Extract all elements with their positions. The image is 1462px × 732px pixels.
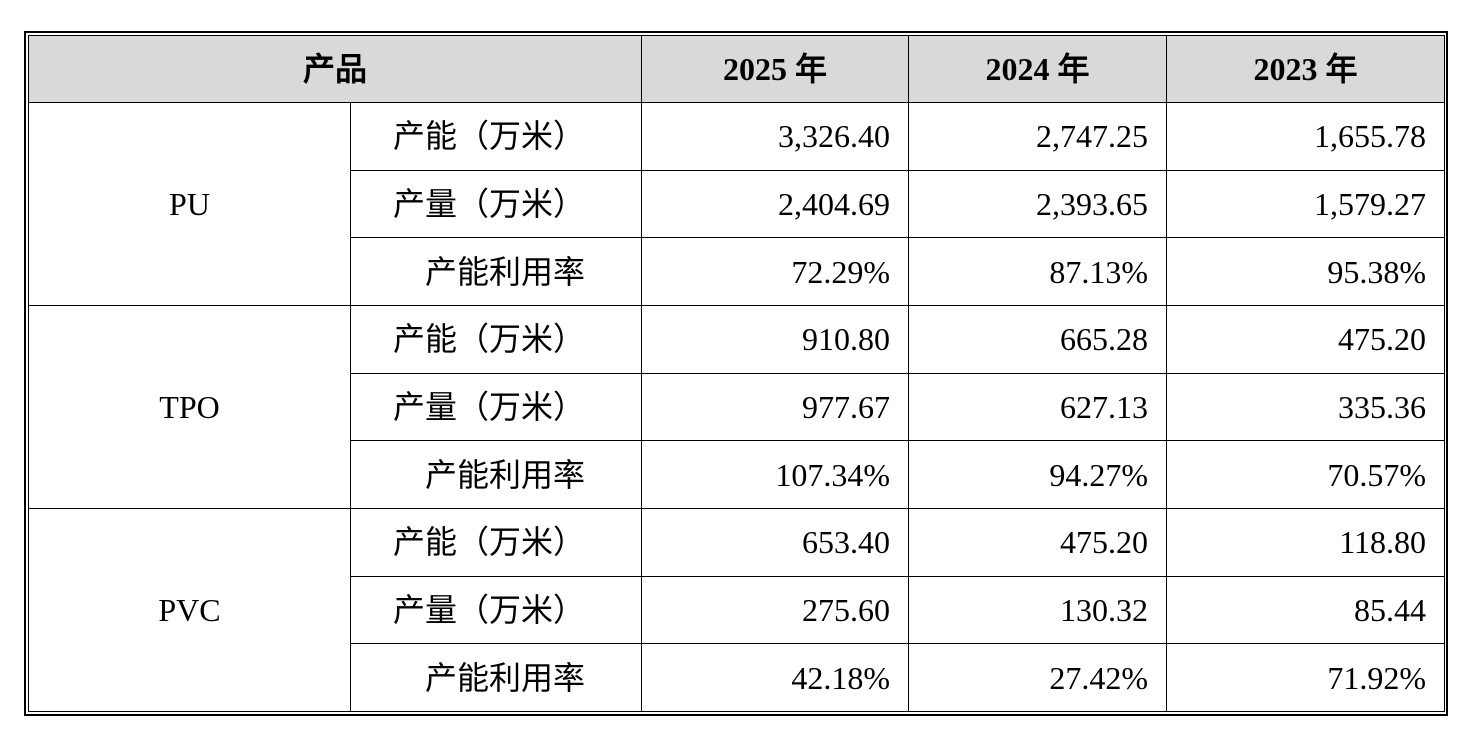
value-cell: 94.27% [908, 440, 1168, 509]
value-cell: 977.67 [641, 372, 910, 442]
value-cell: 95.38% [1166, 237, 1446, 306]
value-cell: 85.44 [1166, 575, 1446, 645]
table-row: TPO 产能（万米） 910.80 665.28 475.20 [28, 304, 1446, 509]
value-cell: 1,579.27 [1166, 169, 1446, 239]
value-cell: 2,393.65 [908, 169, 1168, 239]
value-cell: 627.13 [908, 372, 1168, 442]
value-cell: 107.34% [641, 440, 910, 509]
value-cell: 70.57% [1166, 440, 1446, 509]
table-row: PVC 产能（万米） 653.40 475.20 118.80 [28, 507, 1446, 713]
header-year-2025: 2025 年 [641, 35, 910, 103]
table-row: 产量（万米） 977.67 627.13 335.36 [29, 372, 1446, 442]
value-cell: 42.18% [641, 643, 910, 712]
value-cell: 2,404.69 [641, 169, 910, 239]
metric-label: 产能（万米） [349, 507, 643, 577]
group-label-pvc: PVC [28, 507, 351, 713]
value-cell: 1,655.78 [1166, 102, 1446, 171]
group-label-tpo: TPO [28, 304, 351, 509]
value-cell: 2,747.25 [908, 102, 1168, 171]
value-cell: 665.28 [908, 304, 1168, 374]
metric-label: 产能利用率 [349, 440, 643, 509]
metric-label: 产能（万米） [349, 102, 643, 171]
metric-label: 产量（万米） [349, 169, 643, 239]
capacity-table: 产品 2025 年 2024 年 2023 年 PU 产能（万米） 3,326.… [27, 35, 1446, 713]
value-cell: 130.32 [908, 575, 1168, 645]
metric-label: 产能（万米） [349, 304, 643, 374]
value-cell: 475.20 [908, 507, 1168, 577]
value-cell: 275.60 [641, 575, 910, 645]
value-cell: 71.92% [1166, 643, 1446, 712]
header-product: 产品 [27, 35, 643, 103]
value-cell: 910.80 [641, 304, 910, 374]
group-label-pu: PU [28, 102, 351, 306]
value-cell: 118.80 [1166, 507, 1446, 577]
metric-label: 产能利用率 [349, 237, 643, 306]
header-year-2023: 2023 年 [1166, 35, 1446, 103]
value-cell: 27.42% [908, 643, 1168, 712]
table-row: 产量（万米） 2,404.69 2,393.65 1,579.27 [29, 169, 1446, 239]
value-cell: 335.36 [1166, 372, 1446, 442]
table-row: 产能利用率 107.34% 94.27% 70.57% [29, 440, 1446, 509]
value-cell: 72.29% [641, 237, 910, 306]
table-frame: 产品 2025 年 2024 年 2023 年 PU 产能（万米） 3,326.… [24, 31, 1448, 716]
value-cell: 475.20 [1166, 304, 1446, 374]
table-row: 产能利用率 42.18% 27.42% 71.92% [29, 643, 1446, 712]
metric-label: 产量（万米） [349, 575, 643, 645]
header-year-2024: 2024 年 [908, 35, 1168, 103]
metric-label: 产能利用率 [349, 643, 643, 712]
table-row: 产能利用率 72.29% 87.13% 95.38% [29, 237, 1446, 306]
value-cell: 87.13% [908, 237, 1168, 306]
table-row: PU 产能（万米） 3,326.40 2,747.25 1,655.78 [28, 102, 1446, 306]
table-row: 产量（万米） 275.60 130.32 85.44 [29, 575, 1446, 645]
value-cell: 653.40 [641, 507, 910, 577]
metric-label: 产量（万米） [349, 372, 643, 442]
header-row: 产品 2025 年 2024 年 2023 年 [27, 35, 1446, 103]
value-cell: 3,326.40 [641, 102, 910, 171]
